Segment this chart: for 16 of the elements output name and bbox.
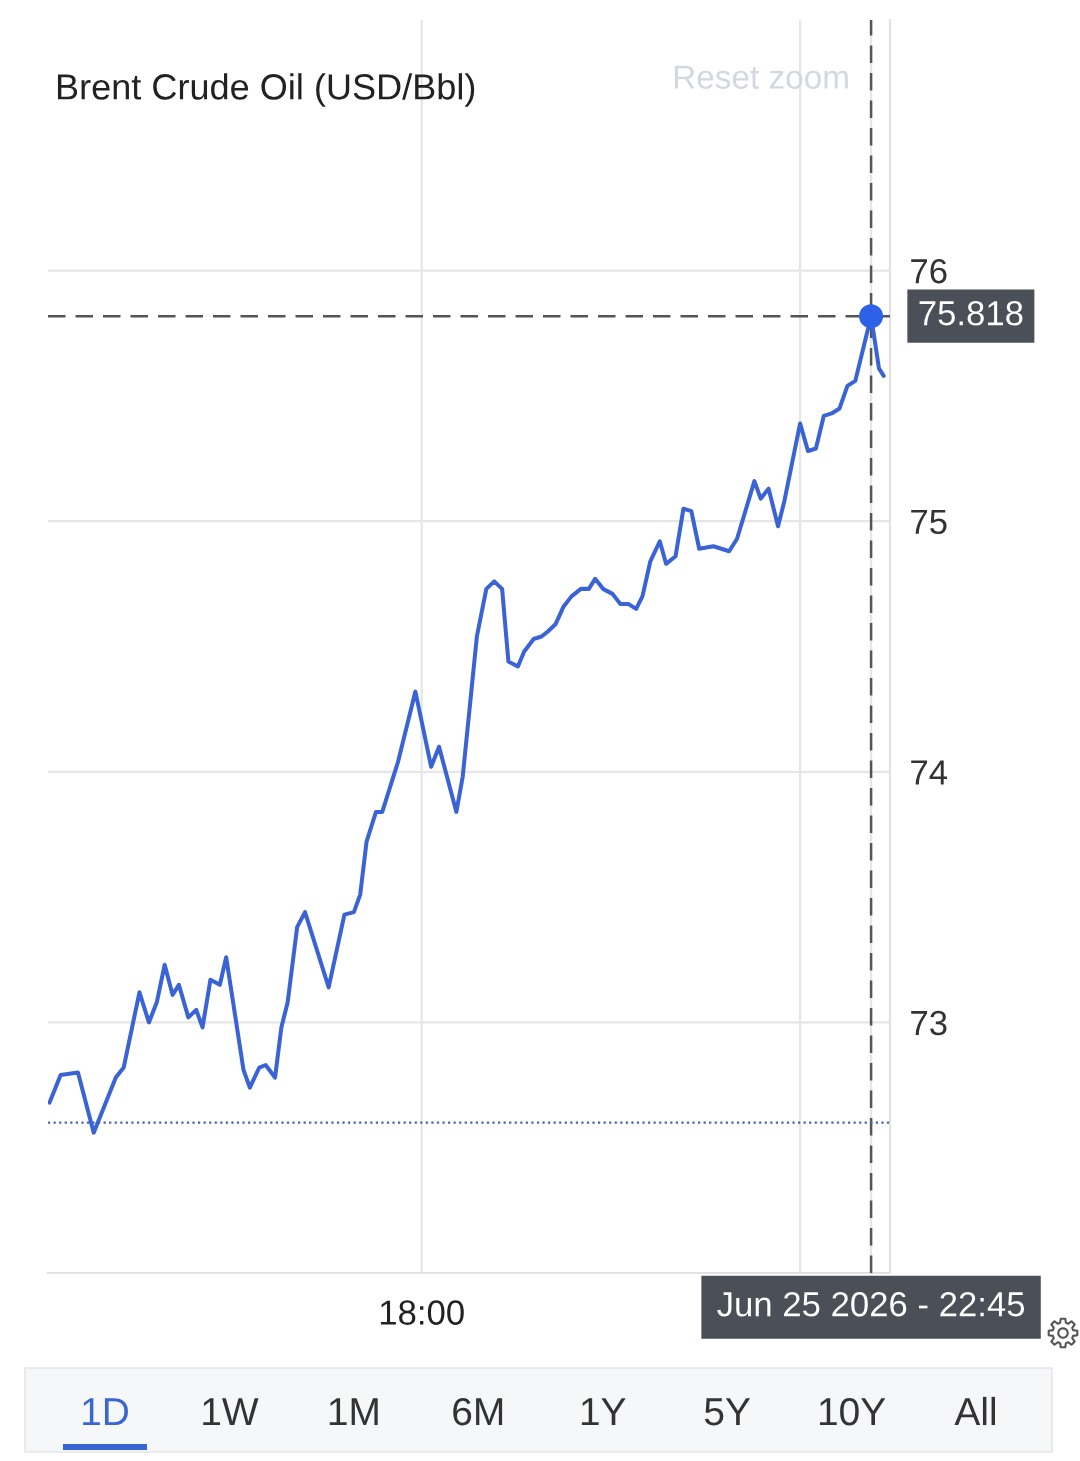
y2-tick-label: 73 <box>911 1010 947 1036</box>
text: 5Y <box>704 1398 751 1426</box>
text: 1Y <box>581 1398 626 1426</box>
text: All <box>954 1396 996 1426</box>
x-tick-label: Jun 25 2026 - 22:45 <box>717 1291 1025 1317</box>
y2-tick-label: 75 <box>911 509 947 535</box>
text: 1M <box>329 1398 378 1426</box>
y2-tick-label: 76 <box>911 258 947 284</box>
text: 1D <box>83 1398 128 1426</box>
ref-line-label: 75.818 <box>919 300 1023 326</box>
x-tick-label: 18:00 <box>380 1300 464 1325</box>
y2-tick-label: 74 <box>911 760 948 785</box>
text: 10Y <box>819 1397 886 1426</box>
text: Brent Crude Oil (USD/Bbl) <box>57 73 475 107</box>
text: 6M <box>453 1397 503 1426</box>
text: 1W <box>203 1398 259 1426</box>
